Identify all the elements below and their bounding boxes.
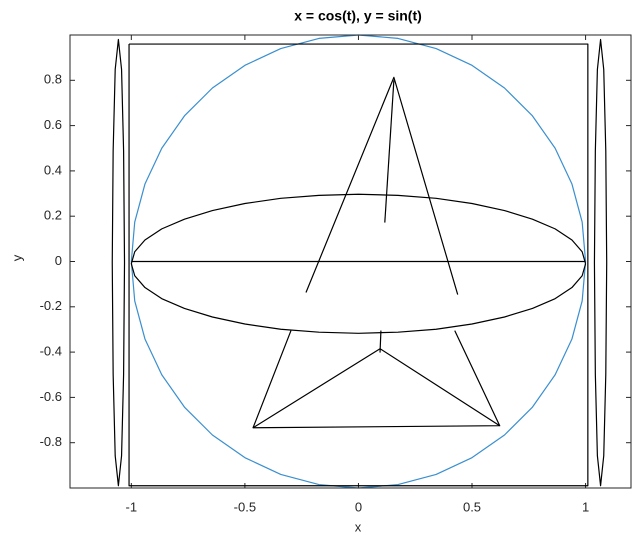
y-tick-label: -0.8	[40, 434, 62, 449]
x-axis-label: x	[355, 519, 362, 534]
x-tick-label: 0.5	[463, 499, 481, 514]
series-line	[128, 43, 589, 487]
y-tick-label: -0.4	[40, 344, 62, 359]
series-line	[252, 330, 501, 429]
y-tick-label: 0.8	[44, 72, 62, 87]
y-axis-label: y	[9, 254, 24, 261]
series-line	[305, 76, 459, 295]
series-line	[384, 80, 395, 223]
series-line	[111, 38, 126, 487]
chart-title: x = cos(t), y = sin(t)	[294, 8, 422, 24]
y-tick-label: -0.2	[40, 298, 62, 313]
y-tick-label: 0	[55, 253, 62, 268]
y-tick-label: 0.6	[44, 117, 62, 132]
axes-box	[69, 34, 632, 489]
x-tick-label: 0	[355, 499, 362, 514]
x-tick-label: -0.5	[234, 499, 256, 514]
y-tick-label: 0.2	[44, 208, 62, 223]
series-line	[130, 193, 587, 334]
x-tick-label: -1	[126, 499, 138, 514]
y-tick-label: -0.6	[40, 389, 62, 404]
series-line	[379, 330, 382, 353]
x-tick-label: 1	[582, 499, 589, 514]
series-line	[593, 38, 608, 487]
y-tick-label: 0.4	[44, 162, 62, 177]
